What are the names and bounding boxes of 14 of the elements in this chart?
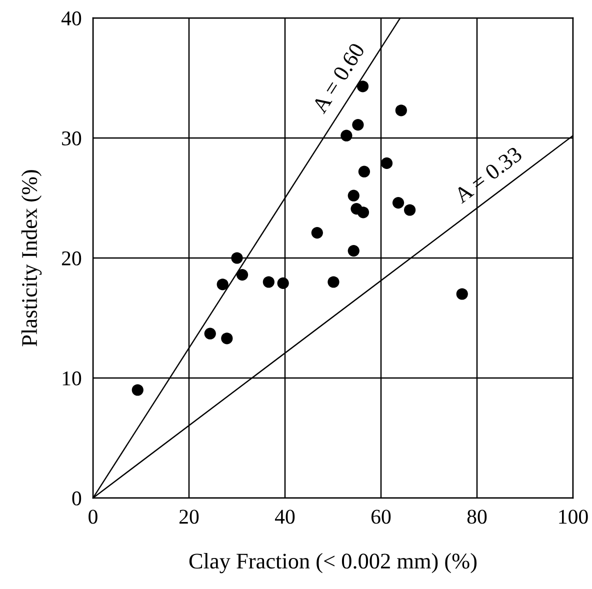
y-axis-title: Plasticity Index (%) — [21, 170, 42, 346]
y-tick-label: 20 — [62, 251, 82, 266]
x-tick-label: 60 — [371, 510, 391, 524]
x-tick-label: 100 — [559, 510, 588, 524]
x-tick-label: 40 — [274, 510, 295, 524]
x-tick-label: 80 — [467, 510, 487, 524]
y-tick-label: 0 — [72, 491, 82, 506]
x-tick-label: 0 — [88, 510, 98, 524]
y-tick-label: 10 — [62, 371, 82, 386]
x-tick-label: 20 — [180, 510, 199, 524]
y-tick-label: 40 — [61, 11, 82, 26]
x-axis-title: Clay Fraction (< 0.002 mm) (%) — [189, 553, 477, 574]
text: A = 0.60 — [311, 42, 366, 114]
y-tick-label: 30 — [62, 131, 82, 146]
